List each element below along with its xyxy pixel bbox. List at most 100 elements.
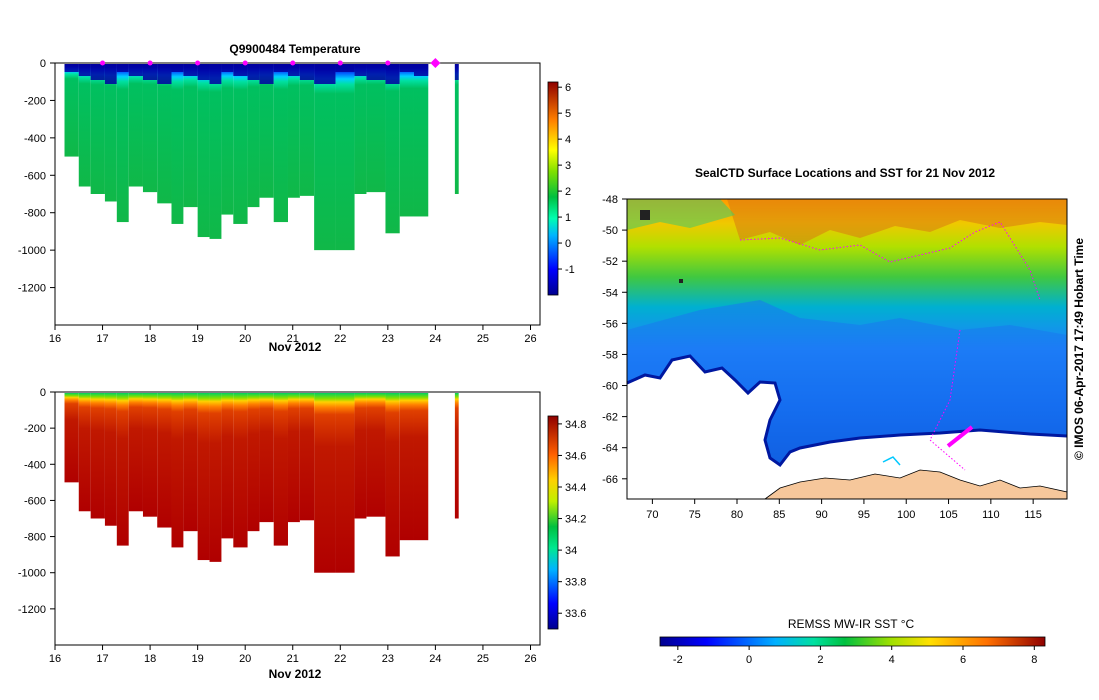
surface-layer (233, 64, 248, 76)
profile-column (78, 64, 91, 187)
longitude-tick-label: 80 (731, 509, 743, 521)
colorbar-tick-label: -1 (565, 264, 575, 276)
y-tick-label: -200 (24, 423, 46, 435)
x-tick-label: 20 (239, 333, 251, 345)
surface-layer (90, 64, 105, 80)
profile-column (299, 64, 315, 196)
profile-column (64, 393, 79, 483)
latitude-tick-label: -66 (602, 474, 618, 486)
warm-water-north (627, 199, 1067, 245)
y-tick-label: -400 (24, 133, 46, 145)
profile-column (90, 393, 105, 519)
profile-marker (337, 60, 343, 66)
colorbar-tick-label: 3 (565, 160, 571, 172)
longitude-tick-label: 110 (982, 509, 1000, 521)
colorbar-tick-label: 1 (565, 212, 571, 224)
y-tick-label: -1000 (18, 245, 46, 257)
profile-column (78, 393, 91, 512)
profile-column (366, 393, 386, 517)
temperature-y-axis: 0 -200 -400 -600 -800 -1000 -1200 (18, 58, 55, 295)
y-tick-label: -800 (24, 208, 46, 220)
x-tick-label: 21 (287, 653, 299, 665)
colorbar-tick-label: 34.6 (565, 450, 586, 462)
profile-column (171, 393, 184, 548)
latitude-axis: -48 -50 -52 -54 -56 -58 -60 -62 -64 -66 (602, 194, 627, 486)
y-tick-label: -600 (24, 170, 46, 182)
longitude-tick-label: 115 (1024, 509, 1042, 521)
profile-column (247, 393, 260, 532)
surface-layer (128, 64, 143, 76)
profile-column (366, 64, 386, 193)
surface-layer (104, 64, 117, 84)
sst-colorbar-tick-label: 8 (1031, 654, 1037, 666)
longitude-tick-label: 85 (773, 509, 785, 521)
antarctic-land (763, 469, 1068, 500)
longitude-tick-label: 105 (939, 509, 957, 521)
x-tick-label: 24 (429, 333, 441, 345)
profile-column (142, 393, 158, 517)
x-tick-label: 23 (382, 653, 394, 665)
y-tick-label: -1200 (18, 604, 46, 616)
profile-column (128, 393, 143, 512)
salinity-y-axis: 0 -200 -400 -600 -800 -1000 -1200 (18, 387, 55, 616)
profile-column (385, 393, 400, 557)
profile-column (116, 64, 129, 223)
colorbar-tick-label: 34 (565, 545, 577, 557)
profile-column (157, 393, 172, 528)
surface-layer (157, 64, 172, 84)
sst-colorbar-tick-label: 4 (889, 654, 895, 666)
salinity-colorbar-ticks: 34.8 34.6 34.4 34.2 34 33.8 33.6 (558, 419, 586, 620)
profile-column (399, 64, 414, 217)
colorbar-tick-label: 6 (565, 82, 571, 94)
sst-map: SealCTD Surface Locations and SST for 21… (602, 166, 1086, 666)
profile-marker (290, 60, 296, 66)
longitude-tick-label: 100 (897, 509, 915, 521)
profile-column (197, 393, 210, 561)
latitude-tick-label: -52 (602, 256, 618, 268)
profile-column (273, 64, 288, 223)
coastal-feature (882, 456, 901, 466)
profile-column (142, 64, 158, 193)
profile-column (247, 64, 260, 208)
temperature-section-plot: Q9900484 Temperature 16 17 18 19 20 21 22 23 24 2… (18, 42, 575, 354)
island-marker (640, 210, 650, 220)
x-tick-label: 18 (144, 653, 156, 665)
y-tick-label: -600 (24, 495, 46, 507)
sst-colorbar-tick-label: 2 (817, 654, 823, 666)
x-tick-label: 19 (192, 653, 204, 665)
profile-column (314, 393, 336, 573)
latitude-tick-label: -58 (602, 349, 618, 361)
x-tick-label: 20 (239, 653, 251, 665)
salinity-x-axis: 16 17 18 19 20 21 22 23 24 25 26 (49, 645, 537, 665)
profile-column (335, 64, 355, 251)
profile-column (259, 393, 274, 523)
temperature-colorbar-ticks: 6 5 4 3 2 1 0 -1 (558, 82, 575, 276)
current-seal-location (946, 425, 974, 448)
sst-colorbar-label: REMSS MW-IR SST °C (788, 617, 915, 631)
x-tick-label: 16 (49, 653, 61, 665)
temperature-plot-title: Q9900484 Temperature (229, 42, 361, 56)
colorbar-tick-label: 2 (565, 186, 571, 198)
profile-marker (100, 60, 106, 66)
surface-layer (142, 64, 158, 80)
temperature-colorbar (547, 81, 559, 296)
surface-layer (221, 64, 234, 72)
sst-colorbar-tick-label: -2 (673, 654, 683, 666)
profile-column (104, 393, 117, 526)
profile-column (354, 393, 367, 519)
profile-column (221, 393, 234, 539)
y-tick-label: -1200 (18, 283, 46, 295)
latitude-tick-label: -56 (602, 318, 618, 330)
sst-colorbar-tick-label: 0 (746, 654, 752, 666)
longitude-tick-label: 70 (646, 509, 658, 521)
profile-column (287, 393, 300, 523)
profile-column (233, 64, 248, 224)
profile-column (116, 393, 129, 546)
x-tick-label: 18 (144, 333, 156, 345)
latitude-tick-label: -64 (602, 443, 618, 455)
profile-column (104, 64, 117, 202)
surface-layer (413, 64, 429, 76)
profile-column (354, 64, 367, 194)
latitude-tick-label: -50 (602, 225, 618, 237)
profile-column (197, 64, 210, 238)
